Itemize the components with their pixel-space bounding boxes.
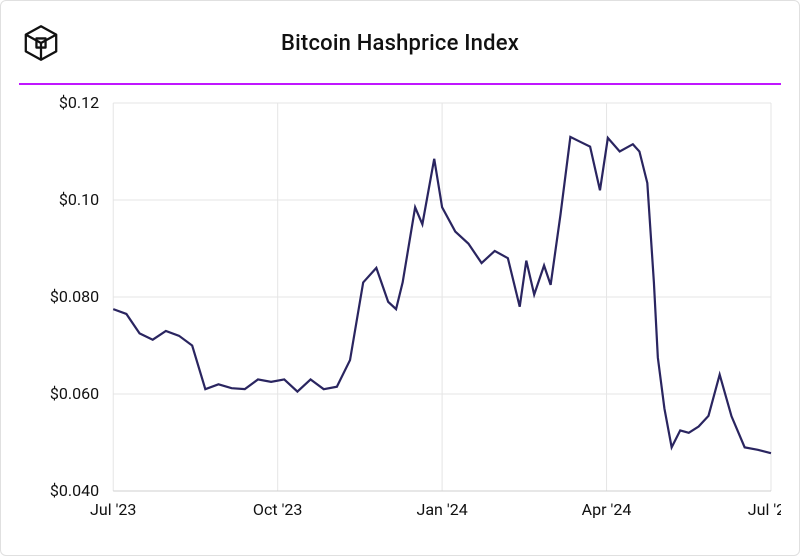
chart-title: Bitcoin Hashprice Index — [63, 31, 781, 56]
accent-line — [19, 83, 781, 85]
y-tick-label: $0.12 — [59, 93, 99, 112]
y-tick-label: $0.080 — [50, 287, 99, 306]
y-tick-label: $0.10 — [59, 190, 99, 209]
x-tick-label: Jul '24 — [748, 500, 781, 519]
y-tick-label: $0.060 — [50, 384, 99, 403]
card: Bitcoin Hashprice Index $0.040$0.060$0.0… — [0, 0, 800, 556]
line-chart: $0.040 $0.060 $0.080 $0.10 $0.12 Jul '23 Oct '… — [19, 91, 781, 523]
x-tick-label: Apr '24 — [582, 500, 632, 519]
header: Bitcoin Hashprice Index — [19, 21, 781, 65]
y-tick-label: $0.040 — [50, 481, 99, 500]
x-tick-label: Jan '24 — [416, 500, 467, 519]
x-tick-label: Oct '23 — [253, 500, 302, 519]
x-tick-label: Jul '23 — [90, 500, 136, 519]
logo-icon — [19, 21, 63, 65]
